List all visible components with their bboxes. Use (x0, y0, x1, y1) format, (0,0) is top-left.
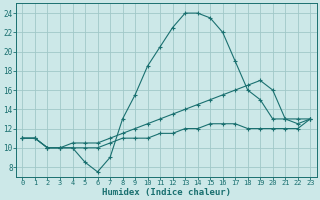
X-axis label: Humidex (Indice chaleur): Humidex (Indice chaleur) (102, 188, 231, 197)
